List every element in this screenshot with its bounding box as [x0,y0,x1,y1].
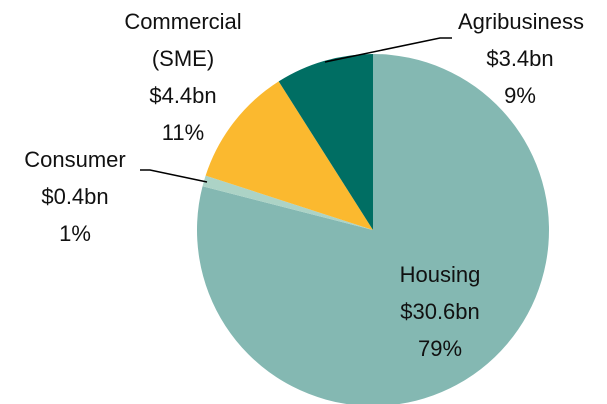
pie-slice [202,175,373,230]
value-label: 79% [417,336,463,361]
category-label: Housing [399,262,481,287]
amount-label: $30.6bn [400,299,480,324]
pie-slice [278,54,373,230]
leader-line [324,37,452,63]
category-label: Agribusiness [458,9,584,34]
leader-line [140,169,208,183]
pie-slice [205,81,373,230]
value-label: 11% [161,120,205,145]
slice-label: Housing $30.6bn 79% [370,256,510,367]
value-label: 1% [59,221,91,246]
value-label: 9% [504,83,536,108]
amount-label: $0.4bn [41,184,109,209]
amount-label: $4.4bn [149,83,217,108]
slice-label: Agribusiness $3.4bn 9% [450,3,590,114]
slice-label: Consumer $0.4bn 1% [5,141,145,252]
slice-label: Commercial (SME) $4.4bn 11% [113,3,253,151]
category-label: Commercial (SME) [124,9,242,71]
pie-slice [197,54,549,404]
category-label: Consumer [24,147,126,172]
amount-label: $3.4bn [486,46,554,71]
